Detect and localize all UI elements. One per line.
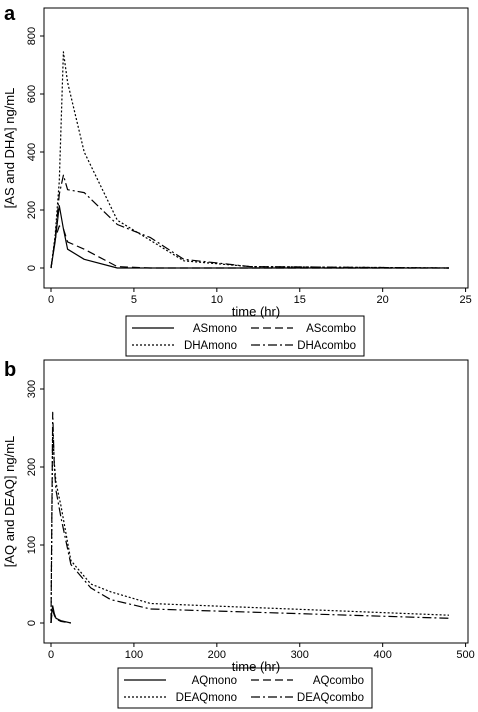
legend-box bbox=[125, 315, 365, 357]
x-tick-label: 400 bbox=[373, 649, 391, 661]
legend-label: AScombo bbox=[306, 323, 356, 335]
plot-frame bbox=[43, 359, 469, 644]
y-tick-label: 200 bbox=[26, 458, 38, 476]
x-tick-label: 20 bbox=[377, 294, 389, 306]
series-line-DHAcombo bbox=[50, 174, 450, 269]
y-axis-title: [AS and DHA] ng/mL bbox=[2, 88, 17, 209]
y-tick-label: 800 bbox=[26, 27, 38, 45]
x-tick-label: 500 bbox=[456, 649, 474, 661]
y-tick-label: 100 bbox=[26, 536, 38, 554]
legend-label: DHAmono bbox=[184, 340, 237, 352]
y-tick-label: 0 bbox=[26, 265, 38, 271]
legend-label: DEAQmono bbox=[176, 692, 237, 704]
legend-label: DEAQcombo bbox=[297, 692, 364, 704]
series-line-DEAQmono bbox=[50, 427, 450, 624]
series-line-DHAmono bbox=[50, 51, 450, 269]
y-tick-label: 400 bbox=[26, 143, 38, 161]
legend-label: AQmono bbox=[192, 675, 237, 687]
x-axis-title: time (hr) bbox=[232, 659, 280, 674]
y-tick-label: 0 bbox=[26, 620, 38, 626]
legend-label: ASmono bbox=[193, 323, 237, 335]
x-tick-label: 0 bbox=[48, 294, 54, 306]
legend-label: AQcombo bbox=[313, 675, 364, 687]
x-tick-label: 100 bbox=[125, 649, 143, 661]
plot-frame bbox=[43, 7, 469, 289]
y-tick-label: 300 bbox=[26, 380, 38, 398]
legend-box bbox=[117, 667, 373, 709]
chart-panel-a: a 0 200 400 600 800 0 5 10 15 20 25 time (hr) [AS and… bbox=[2, 3, 472, 357]
x-tick-label: 0 bbox=[48, 649, 54, 661]
series-line-ASmono bbox=[50, 205, 449, 269]
series-line-DEAQcombo bbox=[50, 411, 450, 624]
y-tick-label: 200 bbox=[26, 201, 38, 219]
panel-letter: b bbox=[4, 359, 16, 381]
x-tick-label: 10 bbox=[211, 294, 223, 306]
legend-label: DHAcombo bbox=[297, 340, 356, 352]
series-line-AQcombo bbox=[50, 609, 71, 624]
y-tick-label: 600 bbox=[26, 85, 38, 103]
panel-letter: a bbox=[4, 3, 16, 25]
legend: ASmono AScombo DHAmono DHAcombo bbox=[125, 315, 365, 357]
x-axis-title: time (hr) bbox=[232, 304, 280, 319]
x-tick-label: 15 bbox=[294, 294, 306, 306]
chart-panel-b: b 0 100 200 300 0 100 200 300 400 500 time (hr) [AQ … bbox=[2, 359, 475, 709]
legend: AQmono AQcombo DEAQmono DEAQcombo bbox=[117, 667, 373, 709]
series-line-AScombo bbox=[50, 225, 449, 269]
x-tick-label: 25 bbox=[459, 294, 471, 306]
x-tick-label: 5 bbox=[131, 294, 137, 306]
y-axis-title: [AQ and DEAQ] ng/mL bbox=[2, 436, 17, 568]
x-tick-label: 300 bbox=[291, 649, 309, 661]
x-tick-label: 200 bbox=[208, 649, 226, 661]
